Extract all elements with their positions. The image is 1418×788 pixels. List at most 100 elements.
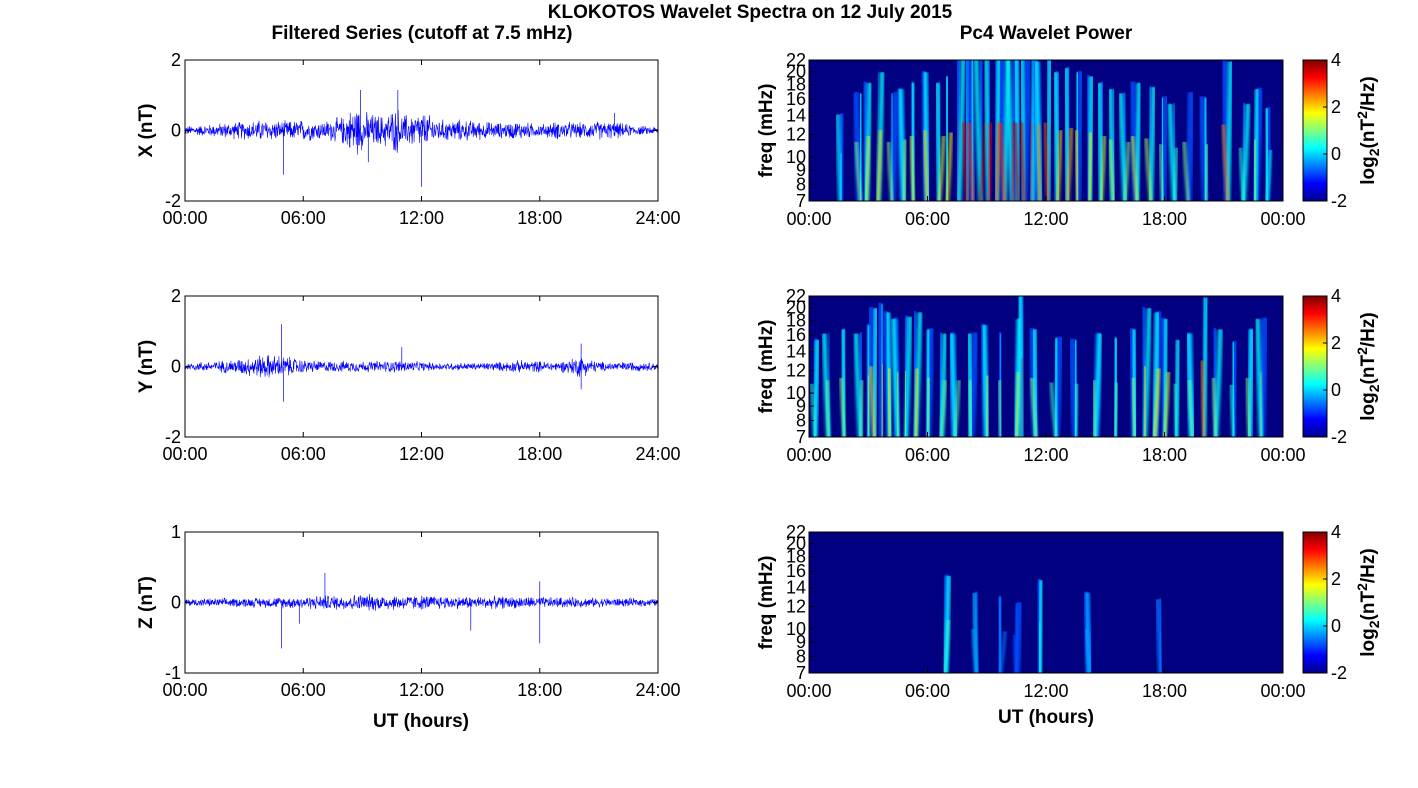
x-tick-label: 18:00 xyxy=(1142,681,1187,701)
wavelet-power-streak xyxy=(935,82,942,201)
y-axis-label: freq (mHz) xyxy=(756,320,777,414)
y-axis-label: freq (mHz) xyxy=(756,84,777,178)
wavelet-power-streak xyxy=(896,371,900,437)
x-tick-label: 00:00 xyxy=(1260,209,1305,229)
y-tick-label: 9 xyxy=(796,632,806,652)
wavelet-power-streak xyxy=(1241,103,1251,201)
wavelet-power-streak xyxy=(909,135,915,201)
wavelet-power-streak xyxy=(1225,61,1233,201)
heatmap-background xyxy=(809,532,1283,673)
y-tick-label: 0 xyxy=(171,593,181,613)
y-tick-label: 14 xyxy=(786,106,806,126)
colorbar-tick-label: 2 xyxy=(1331,569,1341,589)
y-tick-label: 9 xyxy=(796,160,806,180)
wavelet-power-streak xyxy=(1131,377,1137,437)
colorbar-gradient xyxy=(1302,531,1328,674)
y-tick-label: 22 xyxy=(786,50,806,70)
wavelet-power-streak xyxy=(946,132,953,201)
wavelet-power-streak xyxy=(858,93,864,201)
x-tick-label: 06:00 xyxy=(905,681,950,701)
y-tick-label: -2 xyxy=(165,191,181,211)
wavelet-power-streak xyxy=(1173,147,1178,201)
x-tick-label: 06:00 xyxy=(905,445,950,465)
wavelet-power-streak xyxy=(1145,138,1152,201)
y-axis-label: freq (mHz) xyxy=(756,556,777,650)
colorbar-tick-label: 2 xyxy=(1331,333,1341,353)
y-tick-label: 1 xyxy=(171,522,181,542)
x-tick-label: 18:00 xyxy=(1142,445,1187,465)
y-tick-label: 0 xyxy=(171,357,181,377)
x-tick-label: 00:00 xyxy=(162,444,207,464)
wavelet-power-streak xyxy=(1108,139,1115,201)
wavelet-power-streak xyxy=(1045,60,1053,201)
x-tick-label: 00:00 xyxy=(1260,681,1305,701)
x-tick-label: 06:00 xyxy=(281,444,326,464)
wavelet-power-streak xyxy=(876,130,882,201)
y-tick-label: 8 xyxy=(796,411,806,431)
wavelet-power-streak xyxy=(1173,383,1178,437)
wavelet-power-streak xyxy=(1158,632,1162,673)
colorbar-gradient xyxy=(1302,59,1328,202)
wavelet-power-streak xyxy=(940,380,947,437)
wavelet-power-streak xyxy=(926,377,931,437)
wavelet-power-streak xyxy=(999,631,1007,673)
x-tick-label: 00:00 xyxy=(786,445,831,465)
y-tick-label: 7 xyxy=(796,427,806,447)
colorbar-tick-label: -2 xyxy=(1331,663,1347,683)
wavelet-power-streak xyxy=(1212,377,1217,437)
trace-line xyxy=(184,593,659,611)
wavelet-power-streak xyxy=(1143,366,1147,437)
wavelet-power-streak xyxy=(953,380,960,437)
colorbar-tick-label: 4 xyxy=(1331,522,1341,542)
wavelet-power-streak xyxy=(1153,368,1160,437)
y-axis-label: X (nT) xyxy=(136,104,157,158)
y-tick-label: 8 xyxy=(796,175,806,195)
x-tick-label: 06:00 xyxy=(281,680,326,700)
colorbar-tick-label: 0 xyxy=(1331,380,1341,400)
right-x-axis-label: UT (hours) xyxy=(998,707,1094,728)
trace-line xyxy=(184,355,659,378)
wavelet-power-streak xyxy=(1030,377,1038,437)
y-tick-label: -1 xyxy=(165,663,181,683)
y-tick-label: 20 xyxy=(786,62,806,82)
wavelet-power-streak xyxy=(995,122,1001,201)
timeseries-panel-2: -2 0 2 00:00 06:00 12:00 18:00 24:00 Y (nT) xyxy=(136,286,681,464)
x-tick-label: 12:00 xyxy=(399,444,444,464)
wavelet-power-streak xyxy=(1239,147,1245,201)
wavelet-power-streak xyxy=(1148,86,1156,201)
y-tick-label: 0 xyxy=(171,121,181,141)
wavelet-power-streak xyxy=(914,368,919,437)
wavelet-power-streak xyxy=(1213,329,1223,437)
wavelet-power-streak xyxy=(987,122,993,201)
x-tick-label: 00:00 xyxy=(786,209,831,229)
wavelet-power-streak xyxy=(1074,383,1079,437)
wavelet-power-streak xyxy=(1014,122,1020,201)
y-tick-label: 9 xyxy=(796,396,806,416)
y-tick-label: 12 xyxy=(786,361,806,381)
wavelet-power-streak xyxy=(1085,628,1091,673)
timeseries-panel-3: -1 0 1 00:00 06:00 12:00 18:00 24:00 Z (nT) xyxy=(136,522,681,700)
wavelet-power-streak xyxy=(812,339,820,437)
x-tick-label: 24:00 xyxy=(635,680,680,700)
timeseries-panel-1: -2 0 2 00:00 06:00 12:00 18:00 24:00 X (nT) xyxy=(136,50,681,228)
wavelet-power-streak xyxy=(855,141,862,201)
wavelet-power-streak xyxy=(1066,127,1073,201)
y-axis-label: Y (nT) xyxy=(136,340,157,393)
colorbar-tick-label: 4 xyxy=(1331,50,1341,70)
wavelet-power-streak xyxy=(1050,382,1058,437)
x-tick-label: 18:00 xyxy=(1142,209,1187,229)
colorbar-tick-label: 0 xyxy=(1331,144,1341,164)
wavelet-power-streak xyxy=(1036,124,1042,201)
x-tick-label: 00:00 xyxy=(162,208,207,228)
wavelet-power-streak xyxy=(1118,93,1128,201)
x-tick-label: 18:00 xyxy=(517,208,562,228)
y-tick-label: 18 xyxy=(786,75,806,95)
wavelet-power-streak xyxy=(1019,122,1026,201)
y-tick-label: -2 xyxy=(165,427,181,447)
colorbar-tick-label: 0 xyxy=(1331,616,1341,636)
wavelet-power-streak xyxy=(871,307,879,437)
x-tick-label: 12:00 xyxy=(1023,209,1068,229)
x-tick-label: 24:00 xyxy=(635,208,680,228)
